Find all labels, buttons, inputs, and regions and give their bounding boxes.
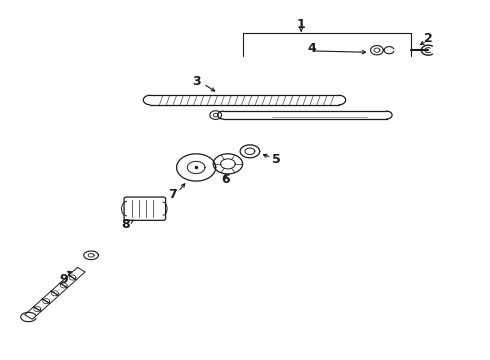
- Text: 2: 2: [424, 32, 433, 45]
- Text: 5: 5: [272, 153, 281, 166]
- Text: 7: 7: [168, 188, 177, 201]
- FancyBboxPatch shape: [124, 197, 166, 220]
- Text: 8: 8: [121, 217, 129, 231]
- Text: 1: 1: [297, 18, 306, 31]
- Text: 3: 3: [192, 75, 200, 88]
- Text: 6: 6: [221, 173, 230, 186]
- Text: 4: 4: [307, 41, 316, 54]
- Text: 9: 9: [59, 273, 68, 286]
